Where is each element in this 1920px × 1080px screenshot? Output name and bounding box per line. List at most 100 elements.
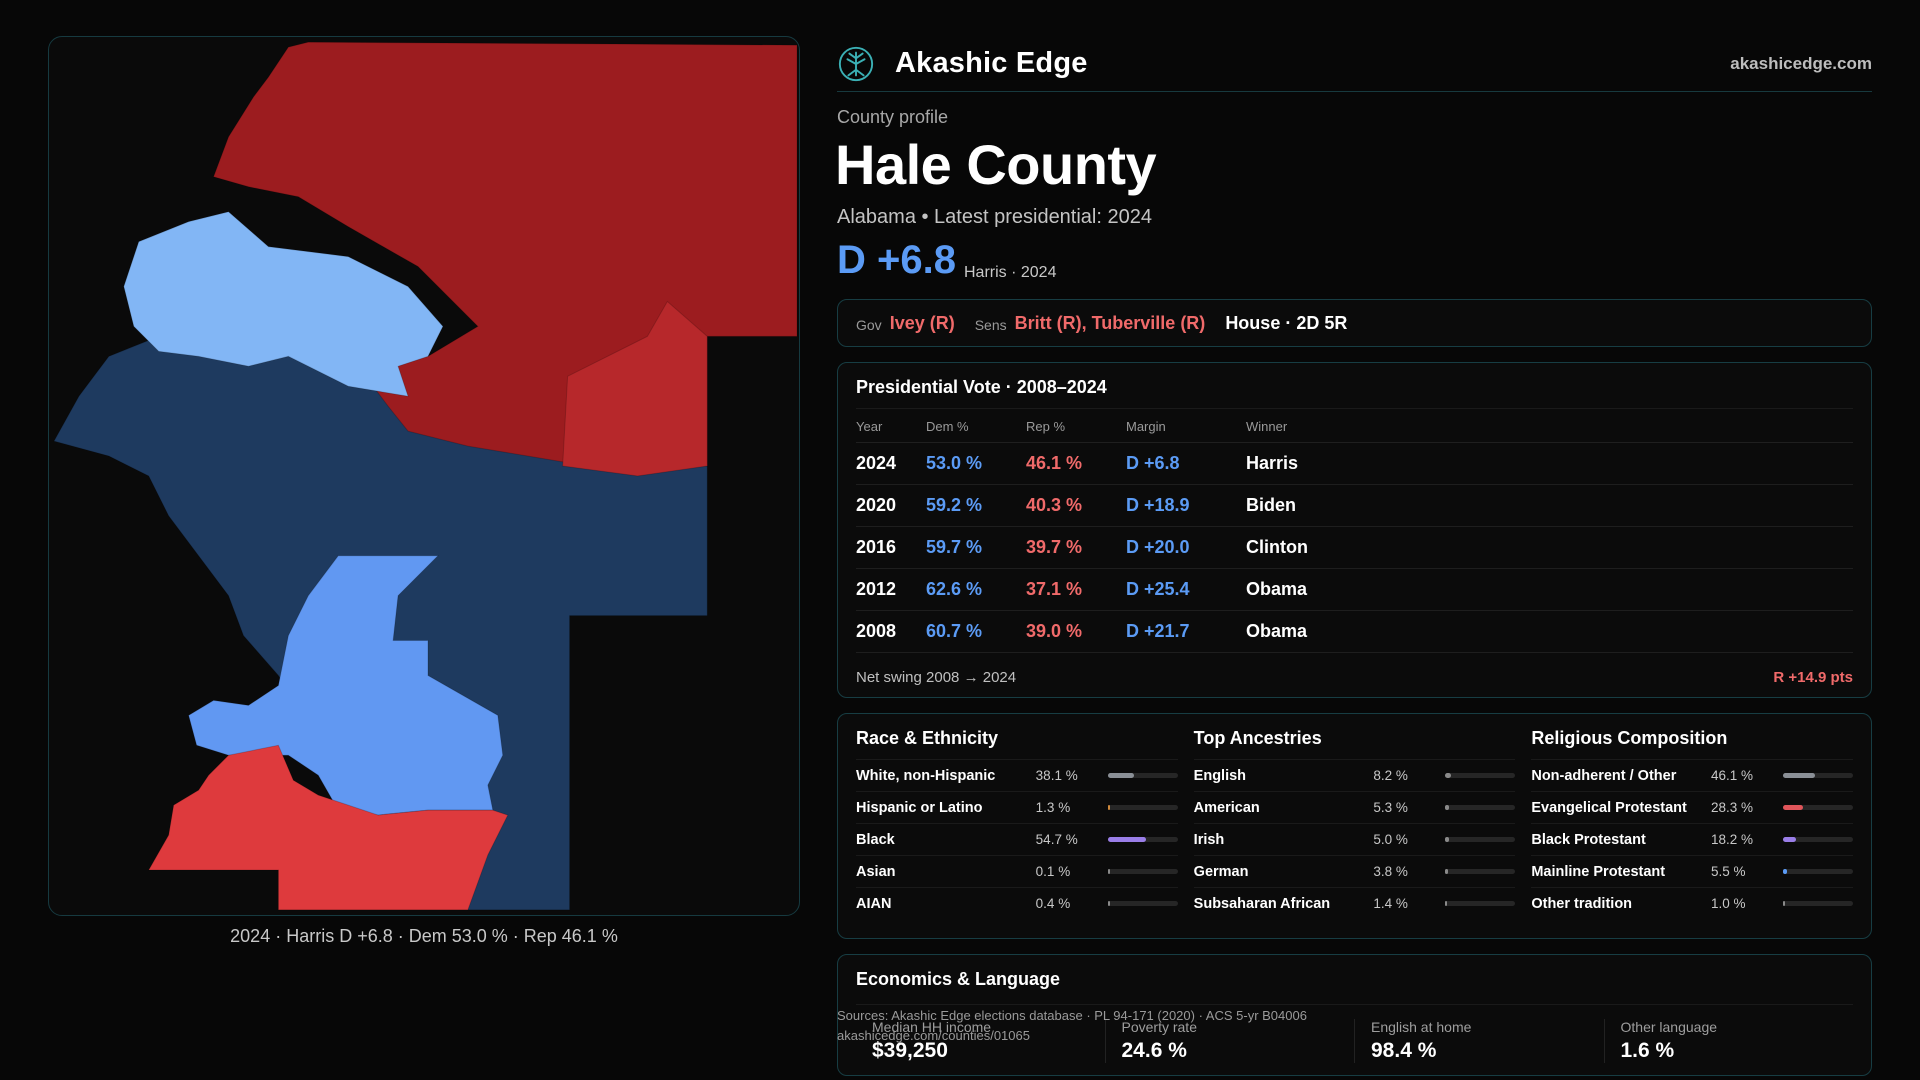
demographics-card: Race & Ethnicity White, non-Hispanic 38.1… (837, 713, 1872, 939)
cell-margin: D +18.9 (1126, 495, 1190, 515)
sources-url[interactable]: akashicedge.com/counties/01065 (837, 1028, 1030, 1043)
precinct-rep-light-south[interactable] (147, 744, 509, 911)
demo-row: American 5.3 % (1193, 791, 1516, 823)
demo-value: 1.3 % (1035, 800, 1071, 815)
demo-value: 38.1 % (1035, 768, 1078, 783)
econ-poverty-rate: Poverty rate 24.6 % (1104, 1019, 1355, 1063)
econ-median-income: Median HH income $39,250 (856, 1019, 1105, 1063)
demo-value: 3.8 % (1373, 864, 1408, 879)
cell-dem: 59.2 % (926, 495, 983, 515)
demo-bar-fill (1445, 805, 1450, 810)
demo-bar-fill (1445, 901, 1448, 906)
cell-rep: 39.7 % (1026, 537, 1083, 557)
net-swing-value: R +14.9 pts (1773, 669, 1853, 686)
economics-title: Economics & Language (856, 969, 1061, 989)
religion-section-title: Religious Composition (1531, 728, 1728, 748)
demo-bar-fill (1107, 901, 1110, 906)
county-map[interactable] (48, 36, 800, 916)
cell-dem: 59.7 % (926, 537, 983, 557)
demo-bar-track (1445, 805, 1516, 810)
vote-table-title: Presidential Vote · 2008–2024 (856, 377, 1107, 397)
demo-row: Subsaharan African 1.4 % (1193, 887, 1516, 919)
demo-bar-track (1783, 869, 1854, 874)
cell-winner: Obama (1246, 579, 1308, 599)
econ-label: Median HH income (872, 1019, 992, 1035)
headline-winner-note: Harris · 2024 (964, 264, 1057, 281)
governor-value: Ivey (R) (889, 312, 955, 333)
demo-value: 5.0 % (1373, 832, 1408, 847)
net-swing-row: Net swing 2008 → 2024 R +14.9 pts (856, 653, 1853, 686)
demo-bar-fill (1107, 837, 1146, 842)
cell-dem: 62.6 % (926, 579, 983, 599)
table-row: 2008 60.7 % 39.0 % D +21.7 Obama (856, 611, 1853, 653)
col-winner-header: Winner (1246, 419, 1288, 434)
demo-value: 0.1 % (1035, 864, 1071, 879)
econ-english-home: English at home 98.4 % (1354, 1019, 1604, 1063)
religion-section: Religious Composition Non-adherent / Oth… (1531, 728, 1854, 938)
demo-label: Mainline Protestant (1531, 863, 1666, 880)
demo-bar-track (1783, 805, 1854, 810)
demo-row: Asian 0.1 % (856, 855, 1178, 887)
demo-bar-fill (1107, 773, 1135, 778)
cell-year: 2012 (856, 579, 897, 599)
demo-bar-track (1107, 805, 1178, 810)
brand-header: Akashic Edge akashicedge.com (837, 36, 1872, 92)
demo-bar-fill (1445, 773, 1452, 778)
race-ethnicity-section: Race & Ethnicity White, non-Hispanic 38.1… (856, 728, 1178, 938)
demo-bar-fill (1783, 805, 1803, 810)
econ-label: English at home (1371, 1019, 1472, 1035)
precinct-map-svg[interactable] (49, 37, 799, 915)
demo-row: German 3.8 % (1193, 855, 1516, 887)
cell-dem: 60.7 % (926, 621, 983, 641)
presidential-vote-card: Presidential Vote · 2008–2024 Year Dem %… (837, 362, 1872, 698)
demo-bar-fill (1107, 805, 1110, 810)
demo-bar-track (1445, 837, 1516, 842)
demo-label: Hispanic or Latino (856, 799, 983, 816)
profile-eyebrow: County profile (837, 107, 949, 127)
economics-card: Economics & Language Median HH income $3… (837, 954, 1872, 1076)
precinct-rep-mid-east[interactable] (562, 300, 708, 477)
col-margin-header: Margin (1126, 419, 1166, 434)
cell-year: 2024 (856, 453, 897, 473)
demo-value: 8.2 % (1373, 768, 1408, 783)
demo-label: English (1193, 767, 1247, 784)
ancestry-section-title: Top Ancestries (1193, 728, 1322, 748)
demo-bar-fill (1445, 869, 1448, 874)
precinct-dem-light-northwest[interactable] (123, 211, 444, 397)
governor-label: Gov (856, 317, 882, 333)
demo-bar-fill (1783, 837, 1796, 842)
econ-other-language: Other language 1.6 % (1603, 1019, 1854, 1063)
cell-year: 2020 (856, 495, 897, 515)
demo-value: 46.1 % (1711, 768, 1754, 783)
demo-row: English 8.2 % (1193, 759, 1516, 791)
cell-winner: Harris (1246, 453, 1299, 473)
demo-bar-track (1783, 901, 1854, 906)
econ-value: 24.6 % (1121, 1039, 1187, 1062)
demo-value: 1.4 % (1373, 896, 1408, 911)
demo-row: Evangelical Protestant 28.3 % (1531, 791, 1854, 823)
demo-bar-track (1783, 773, 1854, 778)
demo-label: Other tradition (1531, 895, 1633, 912)
table-row: 2024 53.0 % 46.1 % D +6.8 Harris (856, 443, 1853, 485)
demo-row: Black 54.7 % (856, 823, 1178, 855)
headline-margin: D +6.8 (837, 238, 956, 282)
demo-bar-track (1445, 869, 1516, 874)
econ-value: 98.4 % (1371, 1039, 1437, 1062)
demo-value: 5.3 % (1373, 800, 1408, 815)
cell-winner: Clinton (1246, 537, 1308, 557)
demo-label: Black (856, 831, 895, 848)
demo-label: White, non-Hispanic (856, 767, 996, 784)
sources-line: Sources: Akashic Edge elections database… (837, 1008, 1307, 1023)
brand-url-link[interactable]: akashicedge.com (1730, 53, 1872, 73)
cell-winner: Biden (1246, 495, 1297, 515)
demo-label: Black Protestant (1531, 831, 1646, 848)
cell-margin: D +6.8 (1126, 453, 1180, 473)
officials-bar: Gov Ivey (R) Sens Britt (R), Tuberville … (837, 299, 1872, 347)
page-title: Hale County (835, 133, 1157, 196)
demo-value: 1.0 % (1711, 896, 1746, 911)
demo-bar-track (1445, 773, 1516, 778)
cell-year: 2008 (856, 621, 897, 641)
econ-label: Other language (1620, 1019, 1718, 1035)
economics-grid: Median HH income $39,250 Poverty rate 24… (856, 1004, 1853, 1063)
demo-bar-fill (1783, 901, 1786, 906)
